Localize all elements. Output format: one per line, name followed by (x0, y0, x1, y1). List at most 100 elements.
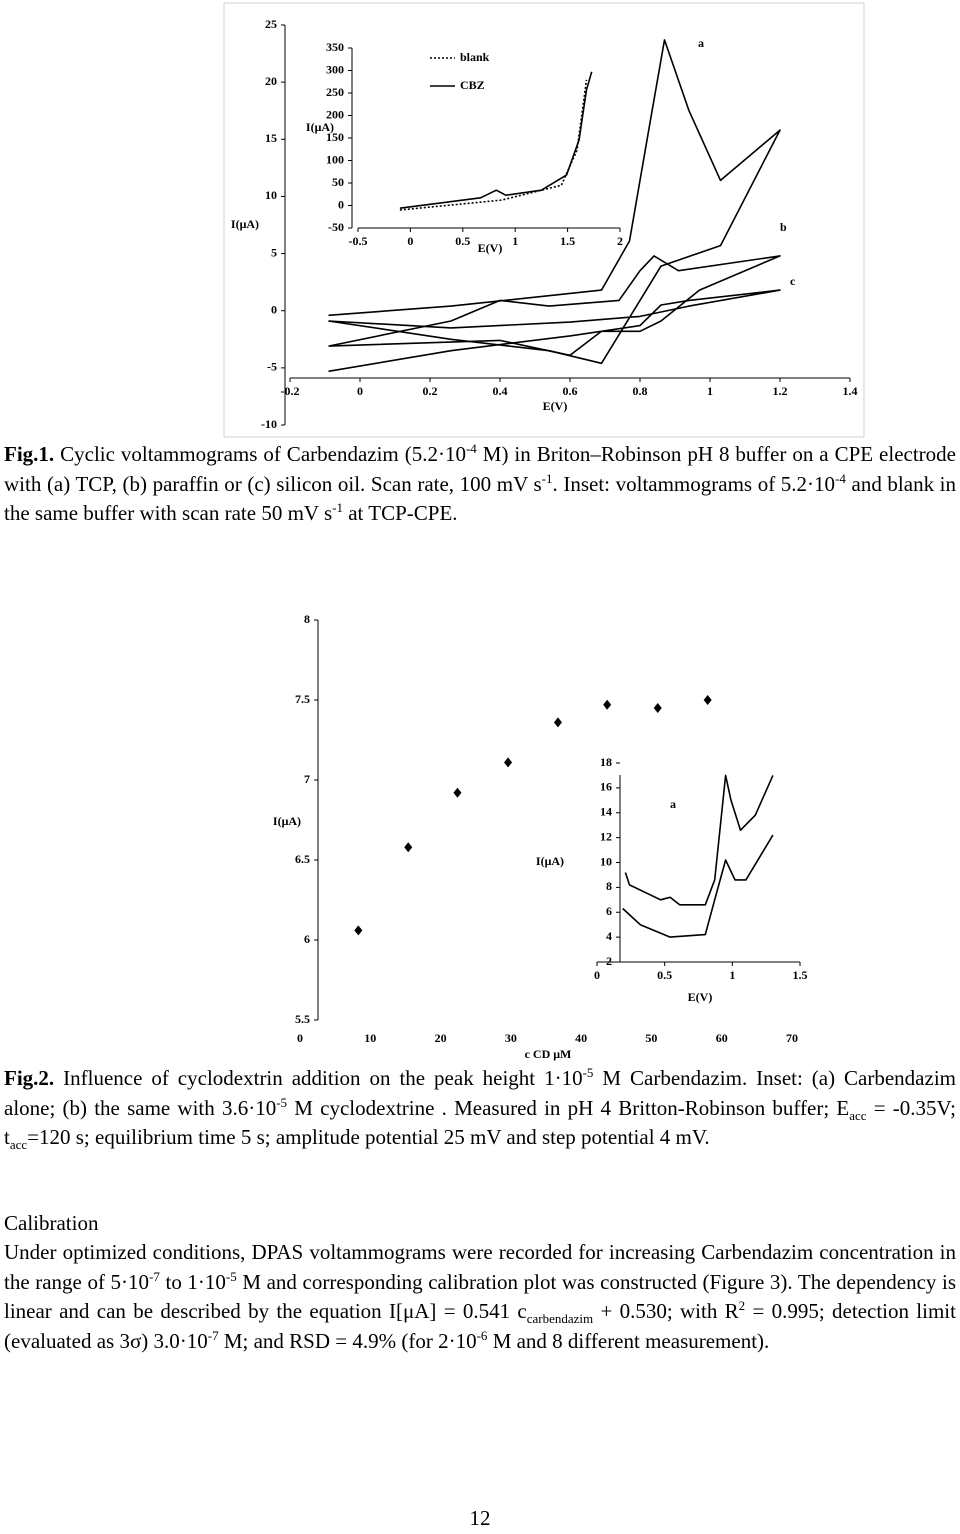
annotation: a (670, 797, 676, 811)
curve-label: b (780, 220, 787, 234)
marker (504, 757, 513, 768)
x-axis-title: E(V) (478, 241, 503, 255)
figure2-caption: Fig.2. Influence of cyclodextrin additio… (4, 1064, 956, 1153)
caption-text: . Inset: voltammograms of 5.2·10 (552, 471, 836, 496)
y-tick-label: -50 (328, 220, 344, 234)
caption-text: Influence of cyclodextrin addition on th… (54, 1066, 583, 1090)
x-tick-label: 1 (729, 968, 735, 982)
curve (399, 79, 588, 211)
y-axis-title: I(μA) (231, 217, 259, 231)
y-axis-title: I(μA) (536, 854, 564, 868)
paragraph: Under optimized conditions, DPAS voltamm… (4, 1238, 956, 1356)
curve (624, 774, 774, 906)
x-tick-label: 10 (364, 1031, 376, 1045)
x-tick-label: 0.8 (633, 384, 648, 398)
x-tick-label: 40 (575, 1031, 587, 1045)
superscript: -7 (207, 1327, 219, 1343)
page-number: 12 (469, 1506, 491, 1530)
y-tick-label: -5 (267, 360, 277, 374)
x-tick-label: 60 (716, 1031, 728, 1045)
superscript: -5 (582, 1065, 594, 1080)
x-tick-label: 30 (505, 1031, 517, 1045)
caption-text: = -0.35V; t (4, 1095, 956, 1150)
curve-label: a (698, 36, 704, 50)
figure-frame (223, 2, 865, 438)
paragraph-text: M and corresponding calibration plot was… (4, 1269, 956, 1324)
y-tick-label: 2 (606, 954, 612, 968)
marker (553, 717, 562, 728)
x-tick-label: 1.4 (843, 384, 858, 398)
y-tick-label: 250 (326, 85, 344, 99)
curve (622, 834, 774, 938)
y-tick-label: 100 (326, 152, 344, 166)
superscript: -5 (276, 1094, 288, 1110)
y-tick-label: -10 (261, 417, 277, 431)
curve (399, 71, 593, 209)
paragraph-text: + 0.530; with R (593, 1299, 739, 1323)
y-tick-label: 16 (600, 780, 612, 794)
y-tick-label: 7.5 (295, 692, 310, 706)
y-tick-label: 5.5 (295, 1012, 310, 1026)
y-tick-label: 12 (600, 829, 612, 843)
caption-text: M Carbendazim. Inset: (a) Carbendazim al… (4, 1066, 956, 1120)
x-tick-label: 0.4 (493, 384, 508, 398)
paragraph-text: = 0.995; detection limit (evaluated as 3… (4, 1299, 956, 1353)
x-tick-label: 0 (594, 968, 600, 982)
caption-label: Fig.1. (4, 442, 55, 466)
y-tick-label: 150 (326, 130, 344, 144)
y-tick-label: 14 (600, 805, 612, 819)
superscript: -1 (332, 500, 343, 515)
x-tick-label: 0 (407, 234, 413, 248)
curve (328, 255, 781, 357)
marker (703, 695, 712, 705)
y-tick-label: 0 (338, 197, 344, 211)
superscript: -6 (476, 1327, 488, 1343)
y-tick-label: 4 (606, 929, 612, 943)
caption-text: =120 s; equilibrium time 5 s; amplitude … (27, 1125, 710, 1149)
paragraph-text: M and 8 different measurement). (487, 1328, 770, 1353)
curve (328, 39, 781, 365)
y-tick-label: 8 (304, 612, 310, 626)
superscript: 2 (738, 1298, 746, 1313)
x-tick-label: 1 (707, 384, 713, 398)
superscript: -7 (149, 1268, 160, 1284)
y-tick-label: 7 (304, 772, 310, 786)
paragraph-text: to 1·10 (159, 1269, 226, 1294)
y-tick-label: 10 (600, 854, 612, 868)
y-tick-label: 15 (265, 131, 277, 145)
y-tick-label: 10 (265, 188, 277, 202)
x-tick-label: 20 (435, 1031, 447, 1045)
y-tick-label: 300 (326, 62, 344, 76)
y-tick-label: 6 (606, 904, 612, 918)
y-tick-label: 200 (326, 107, 344, 121)
legend-label: CBZ (460, 78, 485, 92)
caption-text: M cyclodextrine . Measured in pH 4 Britt… (287, 1095, 850, 1120)
x-axis-title: E(V) (543, 399, 568, 413)
superscript: -1 (541, 470, 553, 486)
y-tick-label: 6.5 (295, 852, 310, 866)
x-tick-label: -0.5 (349, 234, 368, 248)
caption-text: at TCP-CPE. (342, 501, 458, 525)
superscript: -4 (465, 441, 477, 456)
x-tick-label: 0 (357, 384, 363, 398)
figure1-caption: Fig.1. Cyclic voltammograms of Carbendaz… (4, 440, 956, 529)
y-tick-label: 5 (271, 245, 277, 259)
y-tick-label: 25 (265, 17, 277, 31)
y-tick-label: 6 (304, 932, 310, 946)
section-heading: Calibration (4, 1211, 99, 1235)
x-tick-label: 1 (512, 234, 518, 248)
marker (653, 703, 662, 713)
x-tick-label: 0.2 (423, 384, 438, 398)
x-tick-label: 0.5 (455, 234, 470, 248)
superscript: -5 (225, 1268, 237, 1284)
subscript: carbendazim (526, 1311, 594, 1327)
x-axis-title: c CD μM (525, 1047, 572, 1061)
caption-label: Fig.2. (4, 1066, 55, 1090)
x-tick-label: 70 (786, 1031, 798, 1045)
subscript: acc (849, 1107, 867, 1123)
y-tick-label: 50 (332, 175, 344, 189)
marker (354, 925, 363, 936)
caption-text: and blank in the same buffer with scan r… (4, 471, 957, 526)
x-tick-label: 1.5 (793, 968, 808, 982)
